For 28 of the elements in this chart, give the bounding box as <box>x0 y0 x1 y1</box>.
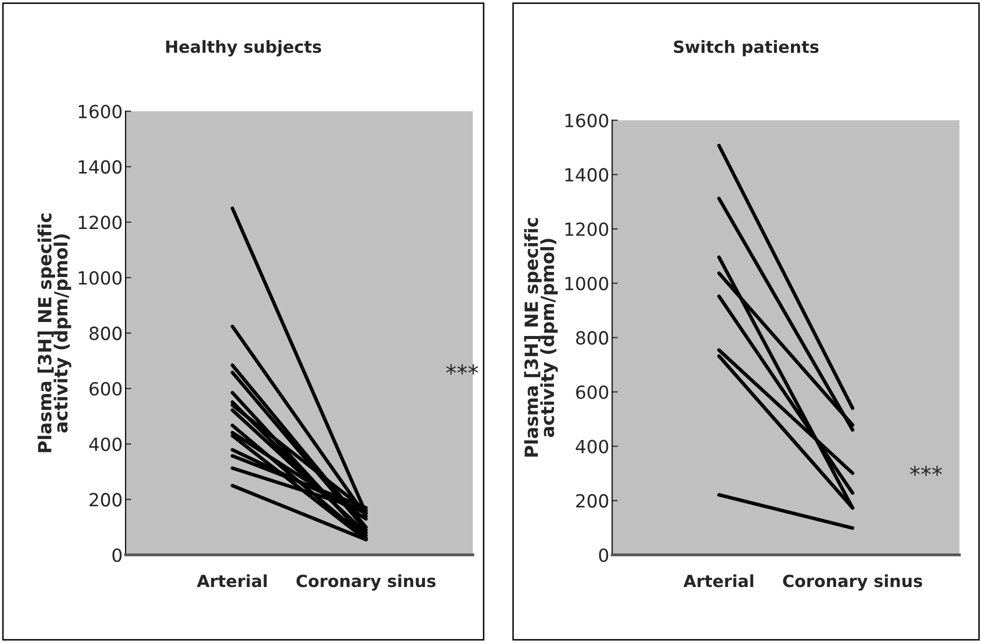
y-tick-label: 200 <box>576 494 608 508</box>
x-tick-label: Coronary sinus <box>296 574 436 591</box>
y-tick-label: 200 <box>90 492 122 507</box>
annotation: *** <box>910 466 942 476</box>
y-tick-label: 1400 <box>78 160 122 174</box>
chart-title: Healthy subjects <box>166 40 322 56</box>
y-tick-label: 1200 <box>78 216 122 230</box>
y-tick-label: 0 <box>599 548 608 562</box>
y-tick-label: 1000 <box>78 271 122 285</box>
y-tick-label: 600 <box>90 382 122 396</box>
x-tick-label: Arterial <box>683 574 754 588</box>
y-tick-label: 600 <box>576 385 608 400</box>
y-tick-label: 1600 <box>565 114 608 128</box>
x-tick-label: Coronary sinus <box>783 574 922 591</box>
y-tick-label: 400 <box>89 437 122 452</box>
annotation: *** <box>446 364 478 374</box>
chart-title: Switch patients <box>674 40 819 56</box>
y-tick-label: 1400 <box>565 168 608 182</box>
y-tick-label: 0 <box>112 548 122 562</box>
y-axis-title: Plasma [3H] NE specific activity (dpm/pmol) <box>38 214 72 452</box>
x-tick-label: Arterial <box>196 574 267 588</box>
y-tick-label: 1200 <box>565 222 608 236</box>
y-tick-label: 1600 <box>78 104 122 118</box>
y-tick-label: 1000 <box>565 276 608 290</box>
y-tick-label: 800 <box>90 326 122 340</box>
y-tick-label: 800 <box>576 331 608 345</box>
y-tick-label: 400 <box>576 440 608 454</box>
y-axis-title: Plasma [3H] NE specific activity (dpm/pmol) <box>524 218 558 457</box>
